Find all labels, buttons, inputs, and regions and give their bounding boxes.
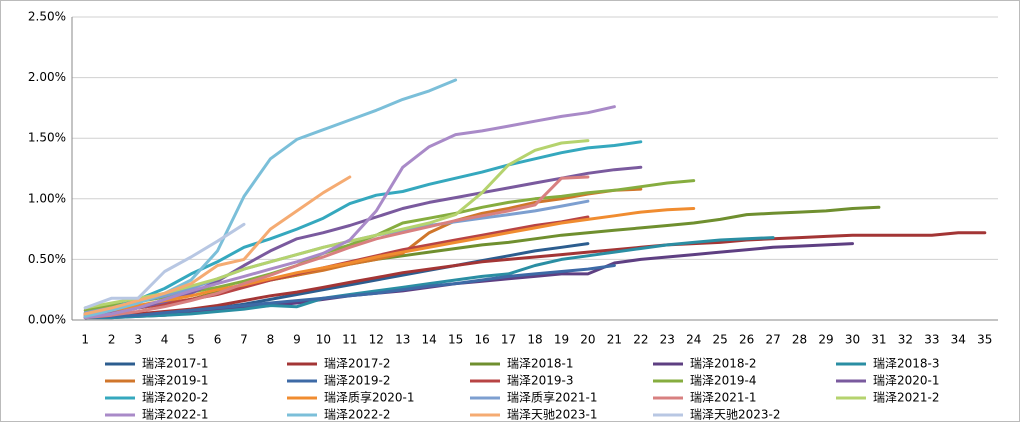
legend-label: 瑞泽2021-1	[690, 391, 757, 405]
x-tick-label: 35	[977, 333, 992, 347]
legend-label: 瑞泽2019-4	[690, 374, 757, 388]
series-line	[83, 236, 775, 320]
x-tick-label: 7	[240, 333, 248, 347]
y-tick-label: 0.00%	[28, 313, 66, 327]
legend-label: 瑞泽质享2020-1	[324, 390, 415, 405]
legend-label: 瑞泽2020-2	[142, 391, 209, 405]
x-tick-label: 15	[448, 333, 463, 347]
x-tick-label: 32	[898, 333, 913, 347]
x-tick-label: 17	[501, 333, 516, 347]
legend-label: 瑞泽2017-1	[142, 357, 209, 371]
y-tick-label: 1.00%	[28, 191, 66, 205]
x-tick-label: 9	[293, 333, 301, 347]
legend-label: 瑞泽2018-2	[690, 357, 757, 371]
series-line	[83, 105, 616, 320]
series-line	[83, 264, 616, 320]
y-tick-label: 0.50%	[28, 252, 66, 266]
series-line	[83, 222, 246, 310]
x-tick-label: 24	[686, 333, 701, 347]
x-tick-label: 8	[267, 333, 275, 347]
x-tick-label: 16	[474, 333, 489, 347]
x-tick-label: 12	[369, 333, 384, 347]
legend-label: 瑞泽质享2021-1	[507, 390, 598, 405]
legend-label: 瑞泽2018-1	[507, 357, 574, 371]
x-tick-label: 6	[214, 333, 222, 347]
x-tick-label: 31	[871, 333, 886, 347]
legend-label: 瑞泽2022-2	[324, 408, 391, 422]
x-tick-label: 4	[161, 333, 169, 347]
legend-label: 瑞泽天驰2023-2	[690, 408, 781, 422]
legend-label: 瑞泽2017-2	[324, 357, 391, 371]
x-tick-label: 34	[951, 333, 966, 347]
x-tick-label: 23	[660, 333, 675, 347]
x-tick-label: 2	[108, 333, 116, 347]
legend-label: 瑞泽2022-1	[142, 408, 209, 422]
legend-label: 瑞泽2021-2	[873, 391, 940, 405]
x-tick-label: 11	[342, 333, 357, 347]
legend-label: 瑞泽2020-1	[873, 374, 940, 388]
x-tick-label: 1	[81, 333, 89, 347]
x-tick-label: 28	[792, 333, 807, 347]
x-tick-label: 25	[713, 333, 728, 347]
x-tick-label: 20	[580, 333, 595, 347]
x-tick-label: 29	[818, 333, 833, 347]
series-line	[83, 231, 987, 320]
x-tick-label: 10	[316, 333, 331, 347]
legend-label: 瑞泽2019-3	[507, 374, 574, 388]
x-tick-label: 19	[554, 333, 569, 347]
x-tick-label: 3	[134, 333, 142, 347]
y-tick-label: 2.50%	[28, 10, 66, 24]
x-tick-label: 13	[395, 333, 410, 347]
x-tick-label: 5	[187, 333, 195, 347]
x-tick-label: 14	[422, 333, 437, 347]
x-tick-label: 21	[607, 333, 622, 347]
x-tick-label: 26	[739, 333, 754, 347]
y-tick-label: 2.00%	[28, 70, 66, 84]
x-tick-label: 30	[845, 333, 860, 347]
legend-label: 瑞泽2019-1	[142, 374, 209, 388]
x-tick-label: 27	[765, 333, 780, 347]
series-line	[83, 175, 590, 320]
series-line	[83, 207, 696, 317]
series-line	[83, 78, 458, 318]
series-line	[83, 140, 643, 316]
series-line	[83, 175, 352, 316]
legend-label: 瑞泽2019-2	[324, 374, 391, 388]
legend-label: 瑞泽天驰2023-1	[507, 408, 598, 422]
legend-label: 瑞泽2018-3	[873, 357, 940, 371]
y-tick-label: 1.50%	[28, 131, 66, 145]
x-tick-label: 18	[527, 333, 542, 347]
x-tick-label: 22	[633, 333, 648, 347]
x-tick-label: 33	[924, 333, 939, 347]
